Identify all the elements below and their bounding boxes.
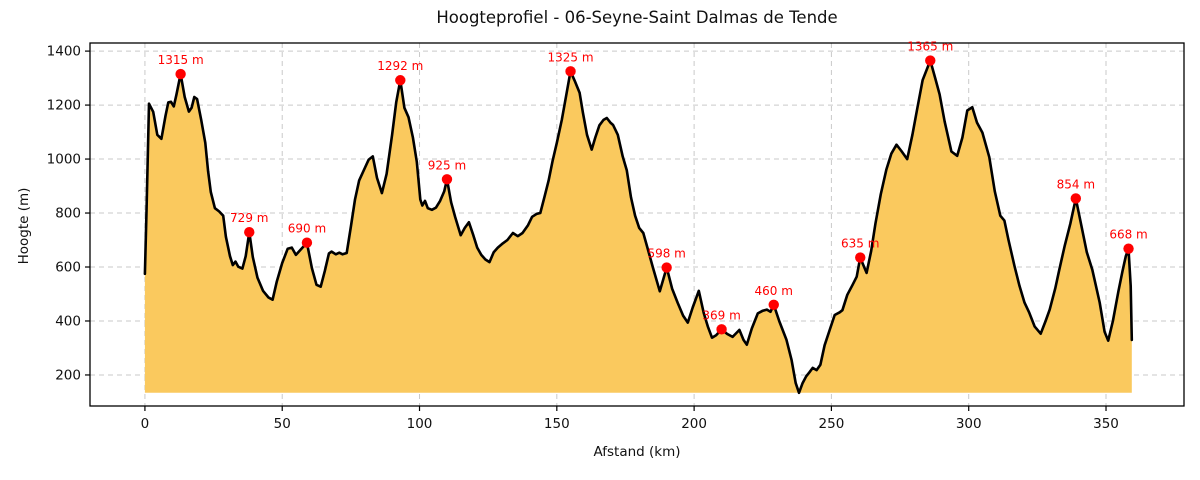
peak-label: 635 m	[841, 237, 879, 251]
plot-border	[89, 42, 1185, 407]
x-tick-label: 0	[141, 416, 150, 432]
peak-label: 369 m	[702, 308, 740, 322]
peak-marker	[175, 68, 186, 80]
peak-label: 729 m	[230, 211, 268, 225]
peak-marker	[395, 75, 406, 86]
peak-marker	[716, 324, 727, 335]
peak-marker	[925, 55, 936, 66]
y-axis-label: Hoogte (m)	[16, 187, 32, 265]
y-tick-label: 400	[55, 313, 81, 329]
elevation-line	[143, 59, 1134, 395]
peak-label: 668 m	[1109, 228, 1147, 242]
y-tick-label: 600	[55, 260, 81, 276]
x-axis-label: Afstand (km)	[593, 444, 681, 460]
x-tick-label: 350	[1093, 416, 1119, 432]
y-tick-label: 1200	[47, 98, 81, 114]
peak-marker	[441, 174, 453, 185]
y-tick-label: 800	[55, 206, 81, 222]
x-tick-label: 100	[407, 416, 433, 432]
x-tick-label: 300	[956, 416, 982, 432]
x-tick-label: 200	[681, 416, 707, 432]
peak-label: 925 m	[428, 158, 466, 172]
peak-label: 854 m	[1057, 177, 1095, 191]
peak-marker	[565, 66, 576, 77]
peak-label: 1325 m	[548, 50, 594, 64]
y-tick-label: 200	[55, 367, 81, 383]
peak-marker	[855, 252, 866, 263]
peak-label: 1292 m	[377, 59, 423, 73]
chart-title: Hoogteprofiel - 06-Seyne-Saint Dalmas de…	[436, 8, 838, 27]
y-tick-label: 1000	[47, 152, 81, 168]
peak-marker	[768, 299, 779, 310]
peak-marker	[301, 237, 313, 248]
peak-label: 690 m	[288, 222, 326, 236]
x-tick-label: 50	[274, 416, 291, 432]
peak-marker	[1070, 193, 1082, 204]
peak-marker	[661, 262, 672, 273]
peak-label: 1315 m	[158, 53, 204, 67]
y-tick-label: 1400	[47, 44, 81, 60]
x-tick-label: 150	[544, 416, 570, 432]
peak-label: 1365 m	[907, 40, 953, 54]
peak-label: 598 m	[647, 247, 685, 261]
peak-label: 460 m	[755, 284, 793, 298]
peak-marker	[1123, 243, 1134, 254]
x-tick-label: 250	[819, 416, 845, 432]
peak-marker	[244, 226, 255, 238]
